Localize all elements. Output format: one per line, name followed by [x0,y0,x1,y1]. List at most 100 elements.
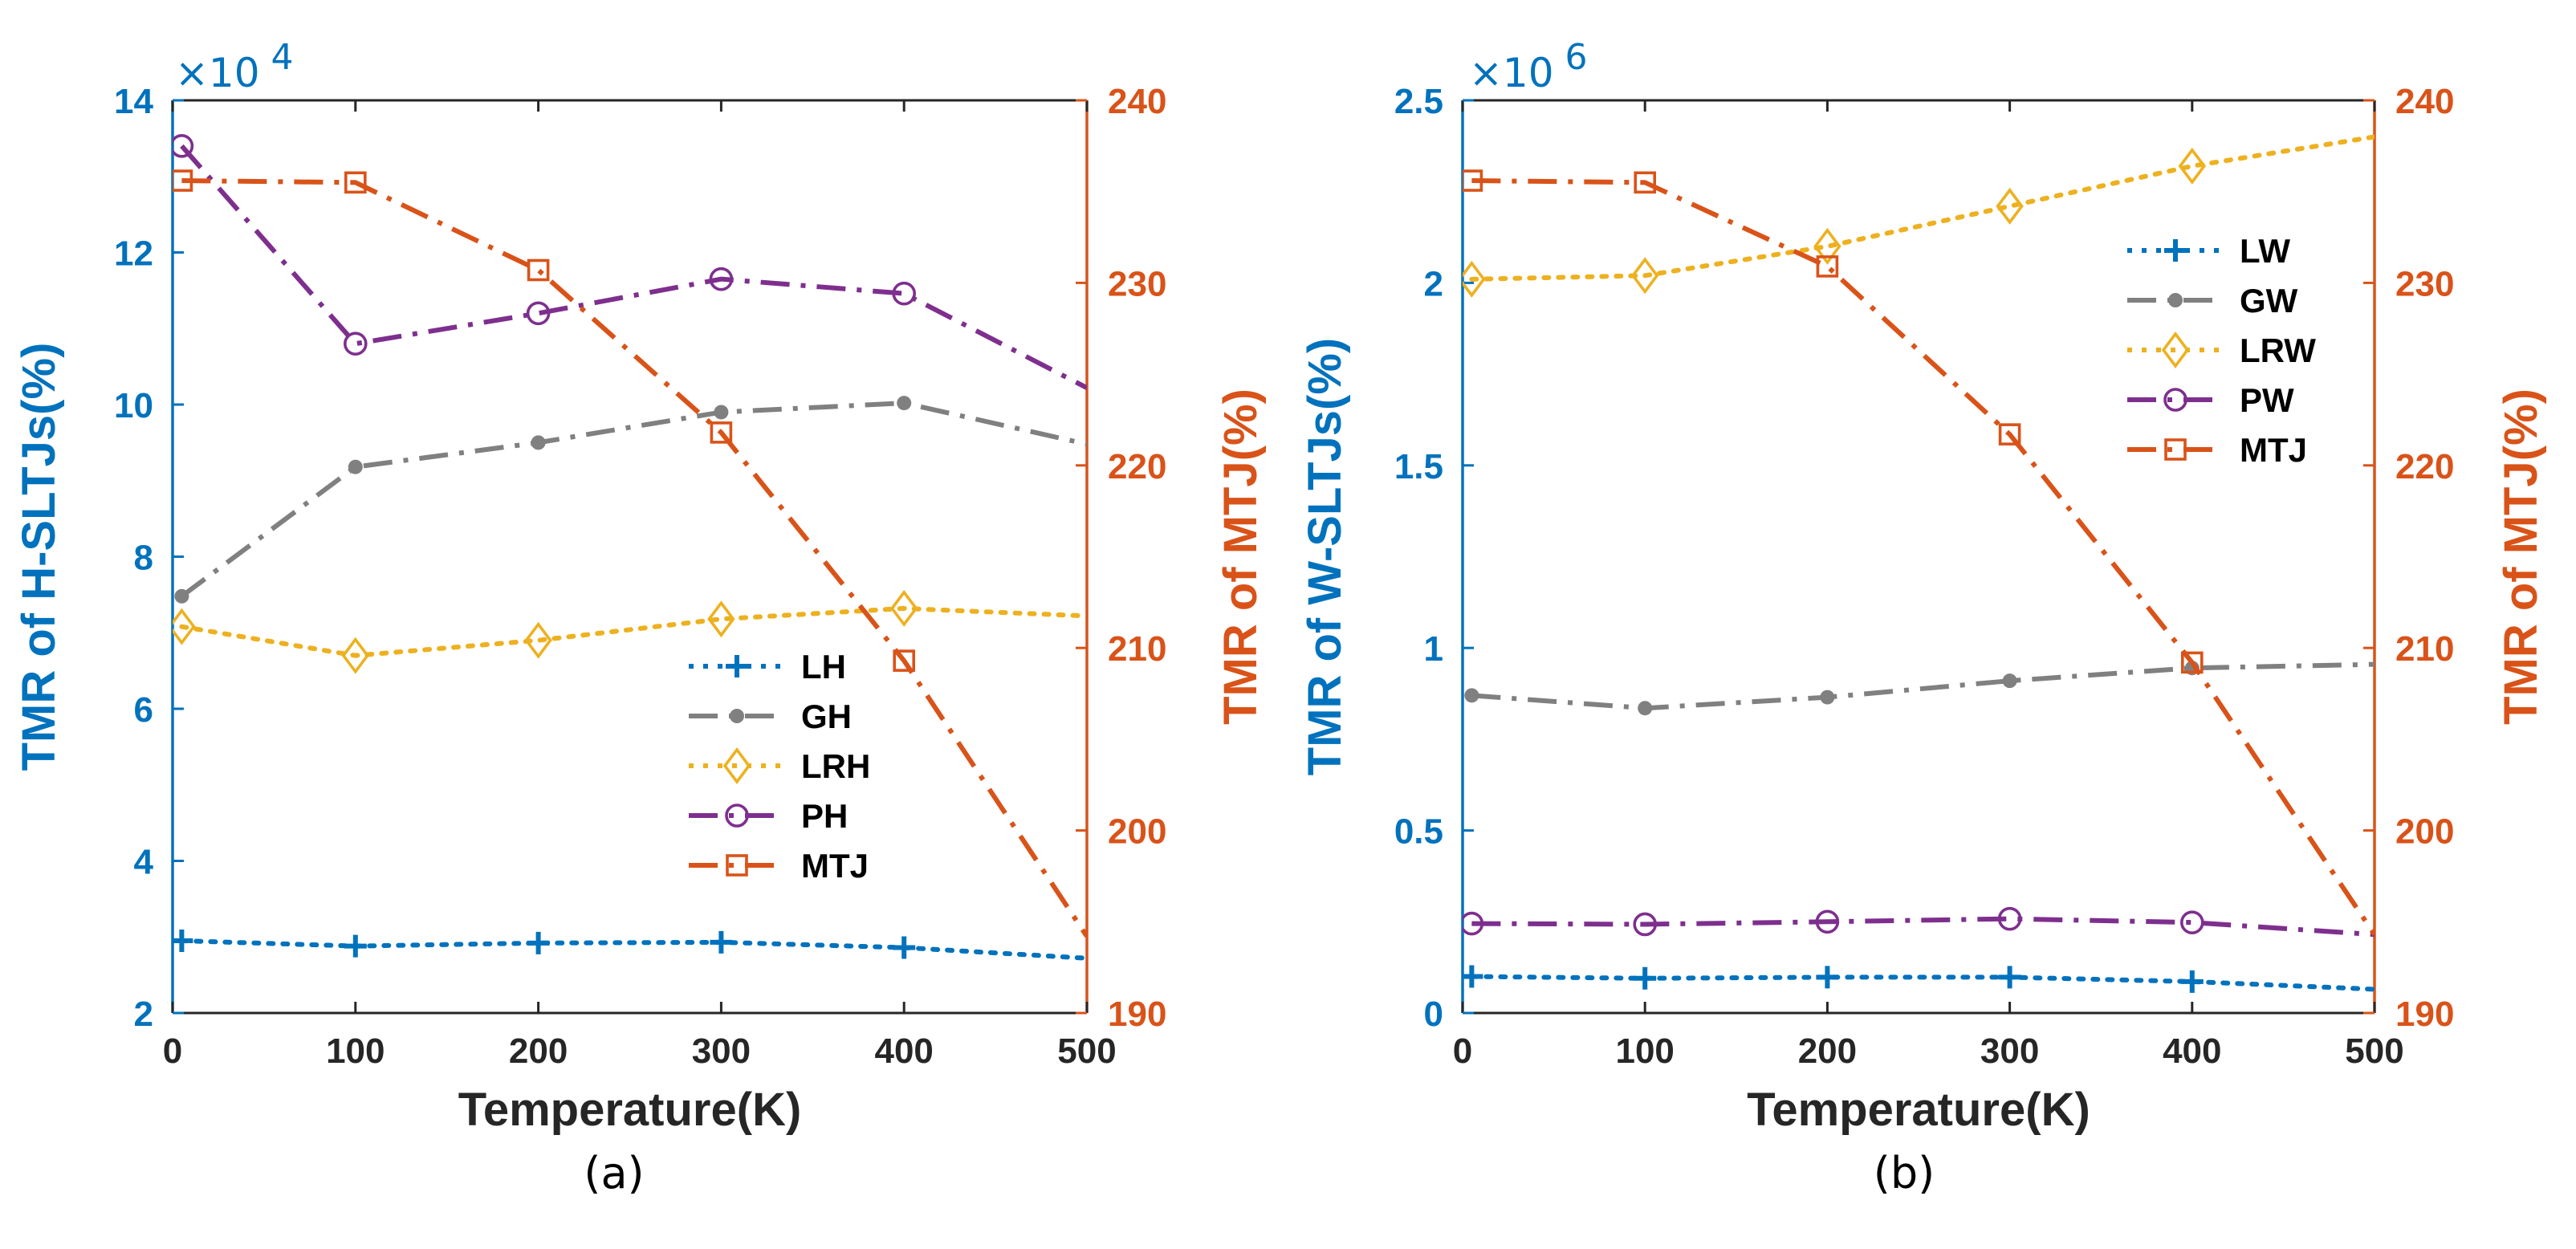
panel-caption: (a) [584,1148,644,1198]
y-tick-label-right: 230 [2395,264,2454,303]
y-tick-label-right: 210 [2395,629,2454,669]
x-tick-label: 100 [326,1031,385,1071]
point-mtj-0 [1463,169,1483,192]
point-mtj-3 [710,421,733,444]
legend-marker-lrh [722,747,751,784]
series-line-gw [1471,661,2375,711]
plot-area [173,134,1087,961]
legend-label-pw: PW [2240,381,2294,419]
y-tick-label-left: 0 [1424,995,1443,1034]
x-tick-label: 400 [874,1031,933,1071]
y-tick-label-left: 2 [134,995,153,1034]
y-tick-label-left: 1 [1424,629,1443,669]
series-line-ph [180,144,1087,390]
legend-label-lh: LH [801,648,846,686]
legend-marker-ph [725,804,749,828]
point-lh-0 [173,929,193,952]
point-gh-3 [714,405,729,420]
series-ph [173,134,1087,390]
series-lrh [173,589,1087,674]
series-line-lrw [1469,134,2375,282]
point-mtj-0 [173,169,193,192]
y-tick-label-right: 220 [2395,447,2454,486]
point-mtj-3 [1998,423,2021,445]
panel-a: 0 100 200 300 400 500 2 4 6 8 10 12 14 190 200 210 220 23… [13,37,1267,1198]
x-axis-label: Temperature(K) [458,1084,802,1136]
x-tick-label: 300 [1980,1031,2039,1071]
point-lrh-0 [173,608,196,645]
y-tick-label-right: 200 [2395,812,2454,852]
legend-marker-gh [730,709,744,723]
point-lrw-0 [1463,260,1486,298]
y-tick-label-left: 8 [134,539,153,578]
legend: LW GW LRW PW MTJ [2127,232,2316,469]
series-line-mtj [1471,178,2375,936]
x-tick-label: 500 [2345,1031,2403,1071]
y-tick-label-right: 190 [1108,995,1166,1034]
point-lrw-1 [1630,257,1659,295]
point-lrw-2 [1813,227,1841,265]
y-tick-label-right: 190 [2395,995,2454,1034]
y-tick-label-left: 1.5 [1394,447,1443,486]
point-lrh-4 [889,589,918,627]
point-mtj-4 [2181,651,2204,674]
y-exponent-label: ×10 4 [175,37,294,96]
point-gh-4 [897,396,912,411]
plot-area [1463,134,2375,993]
x-tick-label: 300 [692,1031,751,1071]
point-gw-3 [2002,673,2017,689]
point-ph-0 [173,134,194,158]
x-tick-label: 400 [2163,1031,2221,1071]
legend-label-gh: GH [801,698,852,735]
y-tick-label-right: 210 [1108,629,1166,669]
point-mtj-1 [1634,171,1656,194]
series-line-lh [179,938,1087,961]
legend-label-lw: LW [2240,232,2290,270]
series-mtj [173,169,1087,938]
y-axis-label-left: TMR of H-SLTJs(%) [13,343,65,771]
point-lh-4 [893,936,916,959]
x-axis-label: Temperature(K) [1747,1084,2090,1136]
point-mtj-1 [344,171,367,194]
y-tick-label-left: 2 [1424,264,1443,303]
y-axis-label-left: TMR of W-SLTJs(%) [1299,338,1351,775]
y-tick-label-left: 4 [134,843,154,882]
y-tick-label-right: 230 [1108,264,1166,303]
y-axis-label-right: TMR of MTJ(%) [1215,389,1267,725]
series-line-mtj [181,178,1087,938]
point-gw-2 [1820,690,1835,705]
y-exponent-label: ×10 6 [1469,37,1588,96]
x-tick-label: 100 [1615,1031,1674,1071]
series-lh [173,929,1087,961]
series-line-pw [1471,916,2375,938]
legend-marker-mtj [726,854,748,877]
y-tick-label-left: 12 [114,234,153,274]
y-exponent-power: 4 [271,37,294,78]
point-gw-0 [1464,688,1479,703]
point-ph-4 [892,281,916,306]
legend-marker-pw [2163,388,2187,412]
point-lrh-3 [707,600,735,638]
point-pw-4 [2180,910,2204,935]
y-tick-label-right: 200 [1108,812,1166,852]
legend-marker-lh [726,655,748,677]
legend-label-lrw: LRW [2240,332,2316,369]
point-lrw-4 [2178,147,2207,185]
series-lw [1463,965,2375,993]
y-exponent-base: ×10 [175,50,260,96]
point-lrh-1 [341,637,370,674]
y-tick-label-right: 220 [1108,447,1166,486]
y-axis-label-right: TMR of MTJ(%) [2495,389,2547,725]
x-tick-label: 200 [509,1031,568,1071]
legend-marker-lw [2164,239,2187,262]
legend-marker-gw [2168,293,2183,307]
point-gw-1 [1638,701,1653,716]
point-lw-0 [1463,965,1483,988]
legend-marker-mtj [2164,438,2187,461]
legend-label-mtj: MTJ [801,847,869,885]
point-ph-3 [709,266,734,291]
point-pw-0 [1463,911,1484,936]
legend-marker-lrw [2161,332,2190,368]
point-pw-1 [1633,912,1657,937]
